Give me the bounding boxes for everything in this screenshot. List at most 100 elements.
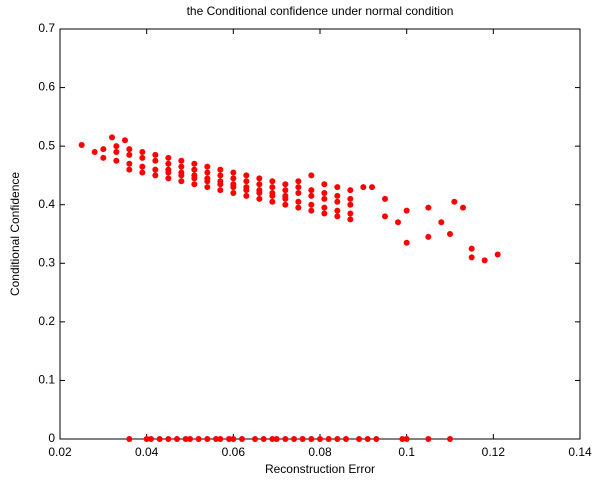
point [425,233,432,240]
point [78,141,85,148]
point [321,195,328,202]
chart-title: the Conditional confidence under normal … [187,4,454,18]
y-tick-label: 0.1 [38,373,55,387]
point [187,436,193,442]
y-tick-label: 0.6 [38,80,55,94]
point [347,210,354,217]
point [178,178,185,185]
point [191,181,198,188]
point [321,181,328,188]
x-tick-label: 0.02 [48,445,72,459]
point [308,192,315,199]
x-tick-label: 0.04 [135,445,159,459]
x-tick-label: 0.08 [308,445,332,459]
point [230,190,237,196]
x-tick-label: 0.1 [398,445,415,459]
point [399,436,406,442]
point [174,436,180,442]
point [269,184,276,191]
point [256,181,263,188]
point [282,436,289,442]
point [122,137,128,144]
point [191,166,198,173]
point [165,160,172,167]
point [334,436,341,442]
point [334,184,341,191]
point [282,201,289,208]
point [243,172,250,179]
point [481,257,488,264]
x-axis-label: Reconstruction Error [265,462,375,476]
point [269,178,276,185]
y-tick-label: 0.4 [38,197,55,211]
point [373,436,380,442]
point [213,436,219,442]
point [260,436,267,442]
point [468,254,475,261]
point [447,436,453,442]
point [256,175,263,182]
point [156,436,163,442]
point [126,160,133,167]
point [230,181,237,188]
point [321,210,328,217]
point [282,187,289,194]
point [403,436,410,442]
point [252,436,258,442]
point [460,204,466,211]
point [178,157,185,164]
point [217,187,224,194]
point [308,172,315,179]
point [295,204,302,211]
point [325,436,332,442]
point [152,166,159,173]
point [243,192,250,199]
y-tick-label: 0.5 [38,138,55,152]
point [334,207,341,214]
point [191,172,198,179]
point [308,436,315,442]
y-tick-label: 0.2 [38,314,55,328]
point [256,195,263,202]
point [356,436,362,442]
point [204,169,211,176]
point [165,175,172,182]
point [438,219,445,226]
point [204,184,211,191]
point [343,436,349,442]
point [334,192,341,199]
point [308,201,315,208]
point [182,436,189,442]
point [269,198,276,205]
point [165,436,172,442]
point [195,436,202,442]
point [226,436,232,442]
point [308,187,315,194]
point [230,169,237,176]
point [295,184,302,191]
point [425,436,432,442]
point [360,184,367,191]
x-tick-label: 0.14 [568,445,592,459]
point [217,166,224,173]
point [468,245,475,252]
y-axis-label: Conditional Confidence [8,172,22,296]
point [494,251,501,258]
point [230,175,237,182]
point [347,195,354,202]
point [139,154,146,161]
point [308,207,315,214]
y-tick-label: 0.7 [38,21,55,35]
point [148,436,154,442]
point [364,436,371,442]
point [382,195,388,202]
point [204,175,211,182]
point [347,187,354,194]
point [334,213,341,220]
point [347,216,354,223]
point [204,163,211,170]
point [126,151,133,158]
point [217,436,224,442]
